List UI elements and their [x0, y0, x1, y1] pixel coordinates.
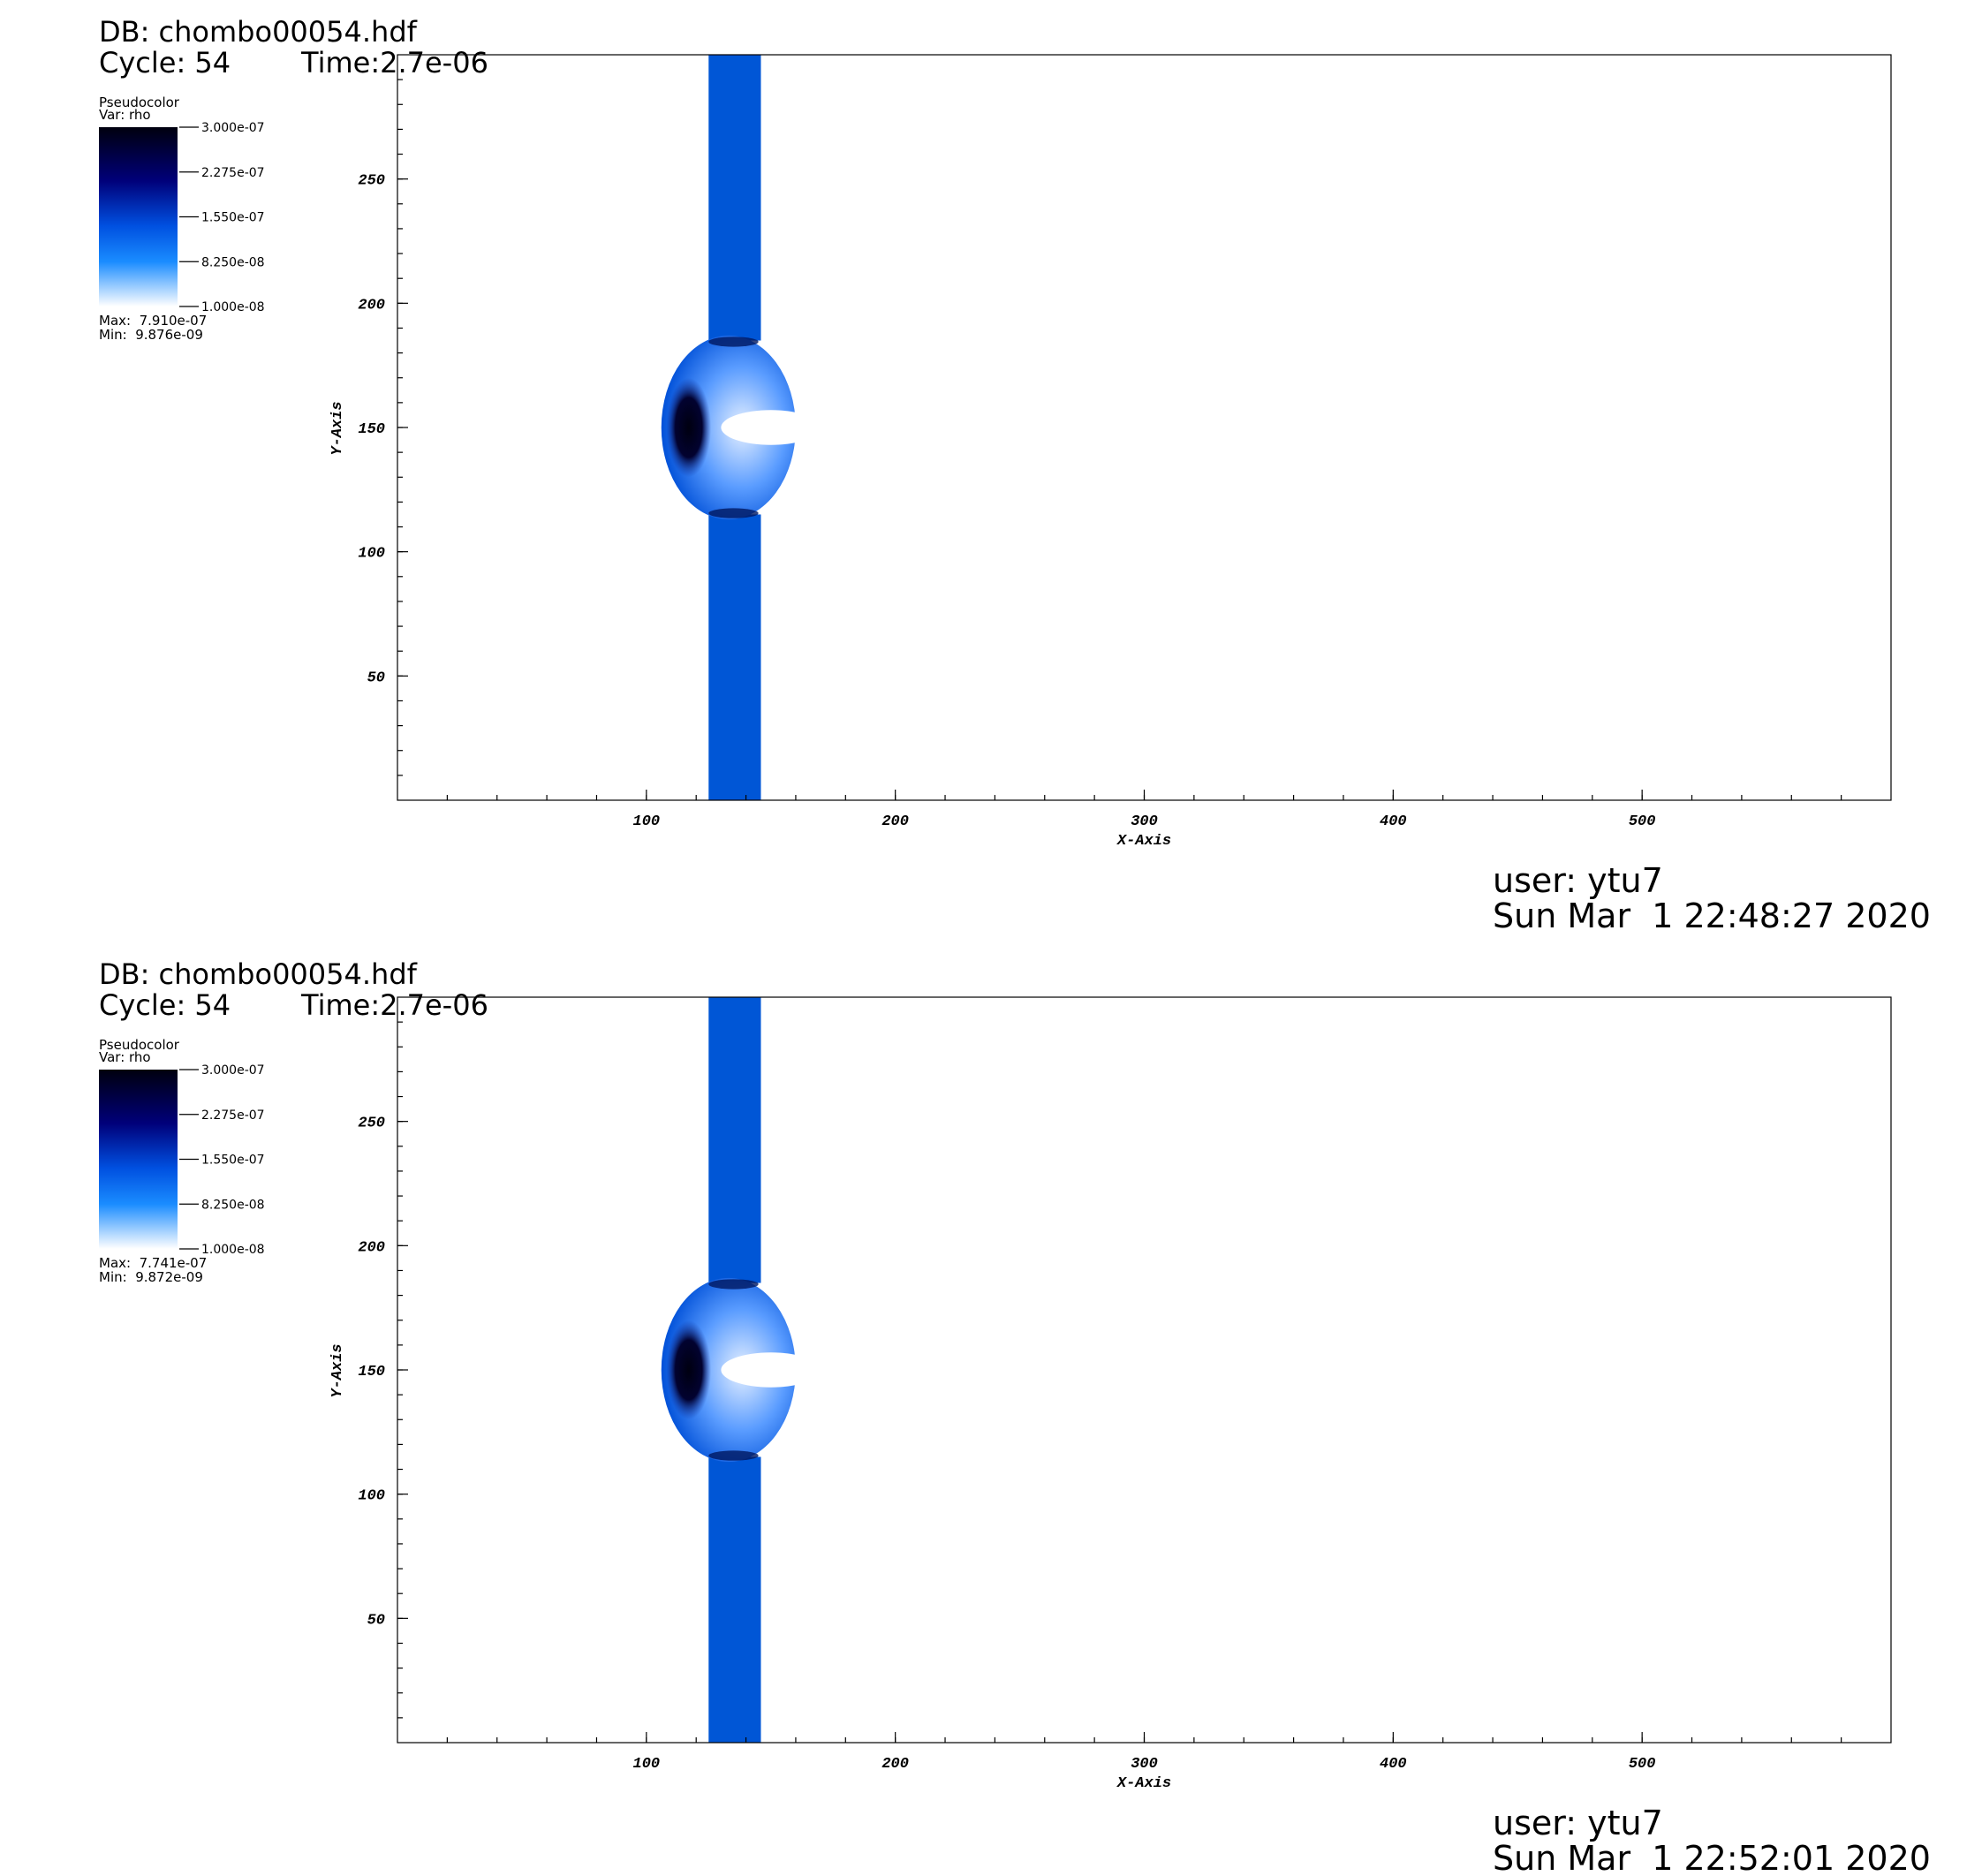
y-tick-label: 150	[358, 1364, 385, 1381]
date: Sun Mar 1 22:48:27 2020	[1493, 896, 1931, 935]
y-tick-label: 200	[358, 1239, 385, 1256]
colorbar-label: 2.275e-07	[201, 166, 265, 180]
x-tick-label: 200	[881, 1756, 909, 1773]
plot-frame	[397, 54, 1892, 801]
x-tick-label: 100	[633, 813, 661, 830]
user: user: ytu7	[1493, 861, 1663, 900]
colorbar-label: 1.550e-07	[201, 1154, 265, 1168]
y-axis-label: Y-Axis	[329, 1343, 346, 1397]
x-axis-label: X-Axis	[1116, 1775, 1171, 1792]
y-tick-label: 150	[358, 421, 385, 438]
colorbar-label: 8.250e-08	[201, 255, 265, 269]
colorbar-label: 3.000e-07	[201, 121, 265, 135]
y-tick-label: 50	[367, 1612, 385, 1629]
db-name: DB: chombo00054.hdf	[99, 15, 418, 49]
date: Sun Mar 1 22:52:01 2020	[1493, 1839, 1931, 1876]
x-tick-label: 100	[633, 1756, 661, 1773]
density-plot	[661, 55, 821, 800]
y-tick-label: 100	[358, 546, 385, 563]
legend-var: Var: rho	[99, 1049, 151, 1065]
colorbar-label: 1.550e-07	[201, 211, 265, 225]
cycle: Cycle: 54	[99, 46, 231, 79]
legend-max: Max: 7.741e-07	[99, 1255, 207, 1271]
x-tick-label: 200	[881, 813, 909, 830]
user: user: ytu7	[1493, 1804, 1663, 1842]
y-tick-label: 250	[358, 173, 385, 190]
x-tick-label: 500	[1629, 1756, 1656, 1773]
time: Time:2.7e-06	[300, 46, 488, 79]
legend-min: Min: 9.872e-09	[99, 1269, 203, 1285]
legend-max: Max: 7.910e-07	[99, 313, 207, 329]
x-tick-label: 500	[1629, 813, 1656, 830]
y-tick-label: 200	[358, 297, 385, 314]
x-tick-label: 300	[1131, 813, 1158, 830]
colorbar	[99, 1070, 178, 1249]
plot-frame	[397, 996, 1892, 1744]
x-axis-label: X-Axis	[1116, 833, 1171, 850]
legend-title: Pseudocolor	[99, 95, 180, 110]
x-tick-label: 300	[1131, 1756, 1158, 1773]
colorbar-label: 1.000e-08	[201, 1243, 265, 1257]
colorbar-label: 8.250e-08	[201, 1198, 265, 1212]
density-plot	[661, 997, 821, 1743]
x-tick-label: 400	[1380, 813, 1407, 830]
legend-var: Var: rho	[99, 107, 151, 123]
legend-min: Min: 9.876e-09	[99, 327, 203, 343]
colorbar-label: 3.000e-07	[201, 1063, 265, 1078]
colorbar-label: 1.000e-08	[201, 300, 265, 314]
x-tick-label: 400	[1380, 1756, 1407, 1773]
db-name: DB: chombo00054.hdf	[99, 957, 418, 991]
legend-title: Pseudocolor	[99, 1037, 180, 1053]
y-tick-label: 100	[358, 1488, 385, 1505]
colorbar	[99, 127, 178, 306]
y-tick-label: 50	[367, 669, 385, 686]
y-axis-label: Y-Axis	[329, 401, 346, 455]
time: Time:2.7e-06	[300, 988, 488, 1022]
y-tick-label: 250	[358, 1116, 385, 1132]
colorbar-label: 2.275e-07	[201, 1108, 265, 1123]
cycle: Cycle: 54	[99, 988, 231, 1022]
